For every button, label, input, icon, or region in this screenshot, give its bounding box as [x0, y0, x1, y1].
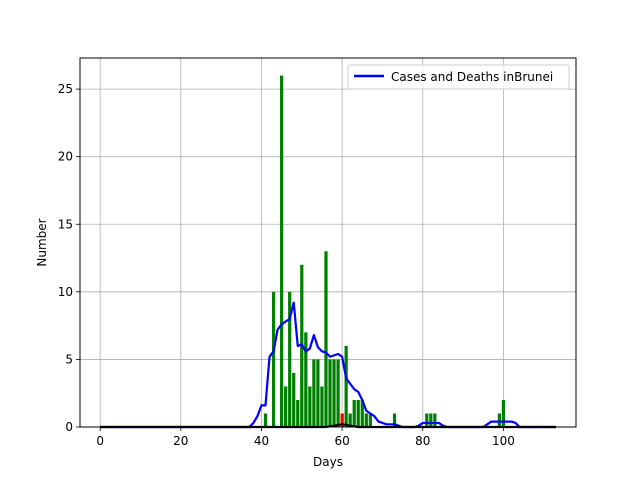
bar [288, 291, 292, 427]
lines [100, 301, 556, 429]
bar [271, 291, 276, 427]
bar [328, 359, 332, 427]
x-tick-label: 60 [334, 434, 349, 448]
bar [501, 399, 506, 427]
bar [316, 359, 320, 427]
y-tick-label: 5 [65, 352, 73, 366]
legend: Cases and Deaths inBrunei [347, 64, 570, 90]
bar [340, 413, 344, 427]
y-tick-label: 15 [58, 217, 73, 231]
bar [304, 332, 308, 427]
bar [324, 251, 328, 427]
bar [497, 413, 501, 427]
bar [336, 359, 340, 427]
bar [292, 372, 296, 427]
y-tick-label: 20 [58, 150, 73, 164]
x-tick-label: 80 [415, 434, 430, 448]
bar [332, 359, 336, 427]
bar [364, 413, 368, 427]
bars [263, 75, 506, 428]
y-tick-label: 25 [58, 82, 73, 96]
y-tick-label: 10 [58, 285, 73, 299]
bar [308, 386, 312, 427]
legend-box [347, 64, 570, 90]
bar [352, 399, 356, 427]
bar [433, 413, 437, 427]
bar [320, 386, 324, 427]
bar [312, 359, 316, 427]
x-axis-label: Days [313, 455, 343, 469]
bar [348, 413, 352, 427]
x-tick-label: 100 [492, 434, 515, 448]
bar [356, 399, 360, 427]
bar [425, 413, 429, 427]
bar [429, 413, 433, 427]
x-tick-label: 0 [96, 434, 104, 448]
bar [368, 413, 372, 427]
grid [80, 58, 576, 428]
bar [263, 413, 268, 427]
legend-label: Cases and Deaths inBrunei [391, 70, 553, 84]
x-tick-label: 40 [254, 434, 269, 448]
bar [392, 413, 397, 427]
x-tick-label: 20 [173, 434, 188, 448]
y-axis-label: Number [35, 218, 49, 266]
bar [284, 386, 288, 427]
y-tick-label: 0 [65, 420, 73, 434]
axis-ticks: 0 20 40 60 80 100 0 5 10 15 20 25 [58, 82, 515, 448]
bar [280, 75, 284, 428]
bar [296, 399, 300, 427]
bar [360, 399, 364, 427]
plot-frame [79, 57, 577, 428]
series-line [100, 301, 556, 429]
bar [344, 345, 348, 427]
